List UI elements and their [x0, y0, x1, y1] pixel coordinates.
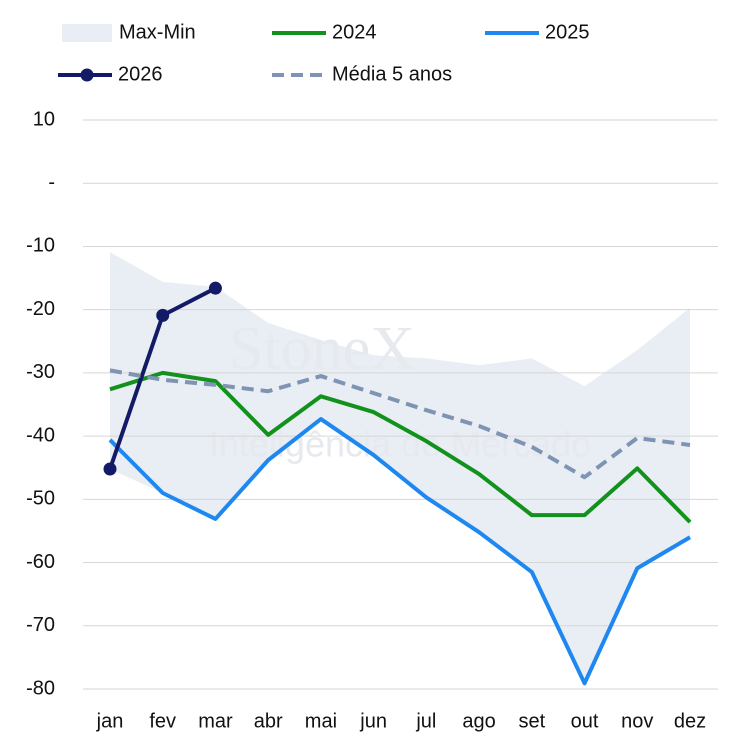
max-min-band [110, 252, 690, 684]
x-tick-label: jun [359, 710, 387, 732]
x-tick-label: nov [621, 710, 653, 732]
x-tick-label: out [571, 710, 599, 732]
y-tick-label: -20 [26, 298, 55, 320]
x-tick-label: set [518, 710, 545, 732]
watermark-title: StoneX [229, 315, 415, 383]
y-tick-label: -50 [26, 488, 55, 510]
y-tick-label: -10 [26, 235, 55, 257]
watermark-subtitle: Inteligência de Mercado [209, 424, 591, 465]
legend-label: 2024 [332, 21, 377, 43]
x-tick-label: jul [415, 710, 436, 732]
y-tick-label: -30 [26, 361, 55, 383]
y-tick-label: - [48, 172, 55, 194]
legend-label: 2025 [545, 21, 590, 43]
series-line [109, 370, 692, 524]
y-tick-label: -60 [26, 551, 55, 573]
y-tick-label: -40 [26, 424, 55, 446]
x-tick-label: mai [305, 710, 337, 732]
legend-label: Média 5 anos [332, 63, 452, 85]
legend-label: Max-Min [119, 21, 196, 43]
x-tick-label: dez [674, 710, 706, 732]
point [208, 281, 222, 295]
series-line [109, 368, 691, 480]
legend-label: 2026 [118, 63, 163, 85]
point [156, 308, 170, 322]
point [103, 462, 117, 476]
x-tick-label: mar [198, 710, 233, 732]
y-tick-label: 10 [33, 108, 55, 130]
legend-marker [80, 68, 94, 82]
y-tick-label: -70 [26, 614, 55, 636]
x-tick-label: ago [462, 710, 495, 732]
x-tick-label: jan [96, 710, 124, 732]
series-line [108, 417, 692, 686]
x-tick-label: abr [254, 710, 283, 732]
y-tick-label: -80 [26, 677, 55, 699]
x-tick-label: fev [149, 710, 176, 732]
legend-swatch [62, 24, 112, 42]
